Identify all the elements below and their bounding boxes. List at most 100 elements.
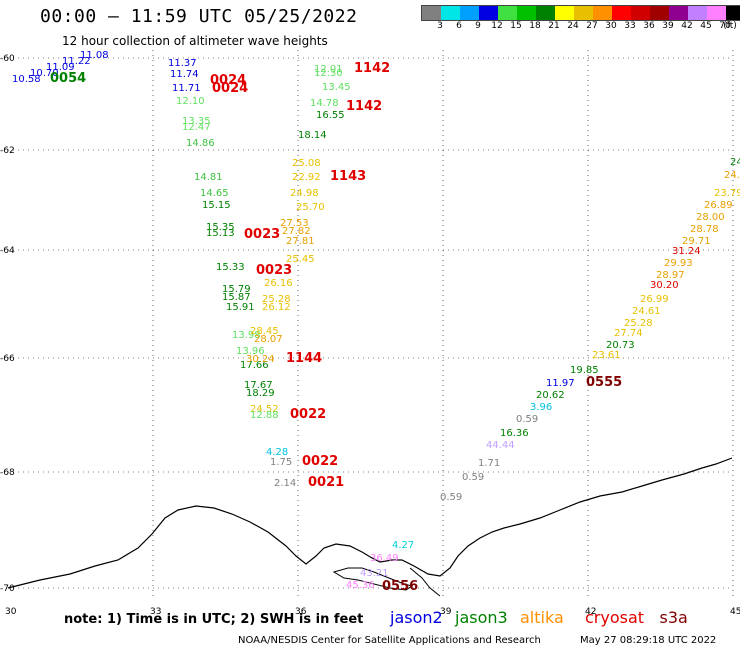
pass-time-label: 0023 bbox=[256, 263, 292, 278]
wave-height-reading: 14.81 bbox=[194, 172, 223, 183]
wave-height-reading: 24.8 bbox=[724, 170, 740, 181]
wave-height-reading: 0.59 bbox=[440, 492, 462, 503]
wave-height-reading: 10.70 bbox=[30, 68, 59, 79]
wave-height-reading: 19.85 bbox=[570, 365, 599, 376]
wave-height-reading: 15.91 bbox=[226, 302, 255, 313]
wave-height-reading: 2.14 bbox=[274, 478, 296, 489]
color-swatch bbox=[460, 6, 479, 20]
wave-height-reading: 30.20 bbox=[650, 280, 679, 291]
wave-height-reading: 3.96 bbox=[530, 402, 552, 413]
wave-height-reading: 14.78 bbox=[310, 98, 339, 109]
wave-height-reading: 13.35 bbox=[182, 116, 211, 127]
wave-height-reading: 22.92 bbox=[292, 172, 321, 183]
latitude-label: -66 bbox=[0, 354, 15, 364]
wave-height-reading: 1.71 bbox=[478, 458, 500, 469]
page-title: 00:00 – 11:59 UTC 05/25/2022 bbox=[40, 6, 358, 27]
pass-time-label: 1144 bbox=[286, 351, 322, 366]
wave-height-reading: 11.37 bbox=[168, 58, 197, 69]
color-scale-label: 33 bbox=[624, 21, 636, 31]
pass-time-label: 0023 bbox=[244, 227, 280, 242]
wave-height-reading: 25.08 bbox=[292, 158, 321, 169]
wave-height-reading: 11.08 bbox=[80, 50, 109, 61]
wave-height-reading: 12.10 bbox=[176, 96, 205, 107]
wave-height-reading: 36.49 bbox=[370, 553, 399, 564]
longitude-label: 36 bbox=[295, 607, 307, 617]
wave-height-reading: 28.97 bbox=[656, 270, 685, 281]
color-swatch bbox=[422, 6, 441, 20]
coastal-inlet bbox=[409, 567, 441, 597]
pass-time-label: 1142 bbox=[346, 99, 382, 114]
pass-time-label: 1142 bbox=[354, 61, 390, 76]
mission-label: altika bbox=[520, 608, 564, 627]
pass-time-label: 0022 bbox=[290, 407, 326, 422]
generated-timestamp: May 27 08:29:18 UTC 2022 bbox=[580, 635, 717, 646]
color-scale-label: 15 bbox=[510, 21, 522, 31]
wave-height-reading: 26.89 bbox=[704, 200, 733, 211]
longitude-label: 30 bbox=[5, 607, 17, 617]
wave-height-reading: 4.28 bbox=[266, 447, 288, 458]
color-swatch bbox=[612, 6, 631, 20]
wave-height-reading: 18.29 bbox=[246, 388, 275, 399]
color-scale-label: 36 bbox=[643, 21, 655, 31]
wave-height-reading: 31.24 bbox=[672, 246, 701, 257]
color-scale-label: 42 bbox=[681, 21, 693, 31]
wave-height-reading: 15.15 bbox=[202, 200, 231, 211]
mission-label: jason3 bbox=[455, 608, 508, 627]
wave-height-reading: 13.96 bbox=[236, 346, 265, 357]
wave-height-reading: 11.22 bbox=[62, 56, 91, 67]
wave-height-reading: 23.79 bbox=[714, 188, 740, 199]
footnote: note: 1) Time is in UTC; 2) SWH is in fe… bbox=[64, 612, 364, 627]
wave-height-reading: 12.01 bbox=[314, 64, 343, 75]
wave-height-reading: 28.00 bbox=[696, 212, 725, 223]
wave-height-reading: 15.35 bbox=[206, 222, 235, 233]
color-scale-labels: 3 6 9 12 15 18 21 24 27 30 33 36 39 42 45 70 (ft) bbox=[421, 21, 737, 33]
color-scale-label: 18 bbox=[529, 21, 541, 31]
latitude-label: -60 bbox=[0, 54, 15, 64]
wave-height-reading: 24.52 bbox=[250, 404, 279, 415]
color-swatch bbox=[631, 6, 650, 20]
wave-height-reading: 15.87 bbox=[222, 292, 251, 303]
color-scale-label: 9 bbox=[475, 21, 481, 31]
wave-height-reading: 15.79 bbox=[222, 284, 251, 295]
longitude-label: 42 bbox=[585, 607, 596, 617]
wave-height-reading: 14.65 bbox=[200, 188, 229, 199]
wave-height-reading: 29.93 bbox=[664, 258, 693, 269]
pass-time-label: 0556 bbox=[382, 579, 418, 594]
color-scale-label: 70 bbox=[719, 21, 731, 31]
color-swatch bbox=[441, 6, 460, 20]
wave-height-reading: 16.36 bbox=[500, 428, 529, 439]
wave-height-reading: 45.36 bbox=[346, 580, 375, 591]
color-swatch bbox=[479, 6, 498, 20]
color-scale-label: 27 bbox=[586, 21, 598, 31]
wave-height-reading: 15.33 bbox=[216, 262, 245, 273]
color-swatch bbox=[669, 6, 688, 20]
wave-height-reading: 10.58 bbox=[12, 74, 41, 85]
wave-height-reading: 0.59 bbox=[516, 414, 538, 425]
wave-height-reading: 20.62 bbox=[536, 390, 565, 401]
color-swatch bbox=[650, 6, 669, 20]
mission-label: s3a bbox=[659, 608, 688, 627]
wave-height-reading: 27.53 bbox=[280, 218, 309, 229]
wave-height-reading: 4.27 bbox=[392, 540, 414, 551]
latitude-label: -62 bbox=[0, 146, 15, 156]
longitude-label: 33 bbox=[150, 607, 161, 617]
color-swatch bbox=[498, 6, 517, 20]
wave-height-reading: 28.07 bbox=[254, 334, 283, 345]
wave-height-reading: 12.88 bbox=[250, 410, 279, 421]
wave-height-reading: 30.24 bbox=[246, 354, 275, 365]
color-swatch bbox=[574, 6, 593, 20]
wave-height-reading: 11.09 bbox=[46, 62, 75, 73]
wave-height-reading: 18.14 bbox=[298, 130, 327, 141]
wave-height-reading: 12.47 bbox=[182, 122, 211, 133]
wave-height-reading: 23.61 bbox=[592, 350, 621, 361]
wave-height-reading: 27.82 bbox=[282, 226, 311, 237]
wave-height-reading: 26.99 bbox=[640, 294, 669, 305]
color-scale-legend bbox=[421, 5, 740, 21]
wave-height-reading: 27.74 bbox=[614, 328, 643, 339]
wave-height-reading: 29.71 bbox=[682, 236, 711, 247]
wave-height-reading: 15.13 bbox=[206, 228, 235, 239]
wave-height-reading: 13.98 bbox=[232, 330, 261, 341]
